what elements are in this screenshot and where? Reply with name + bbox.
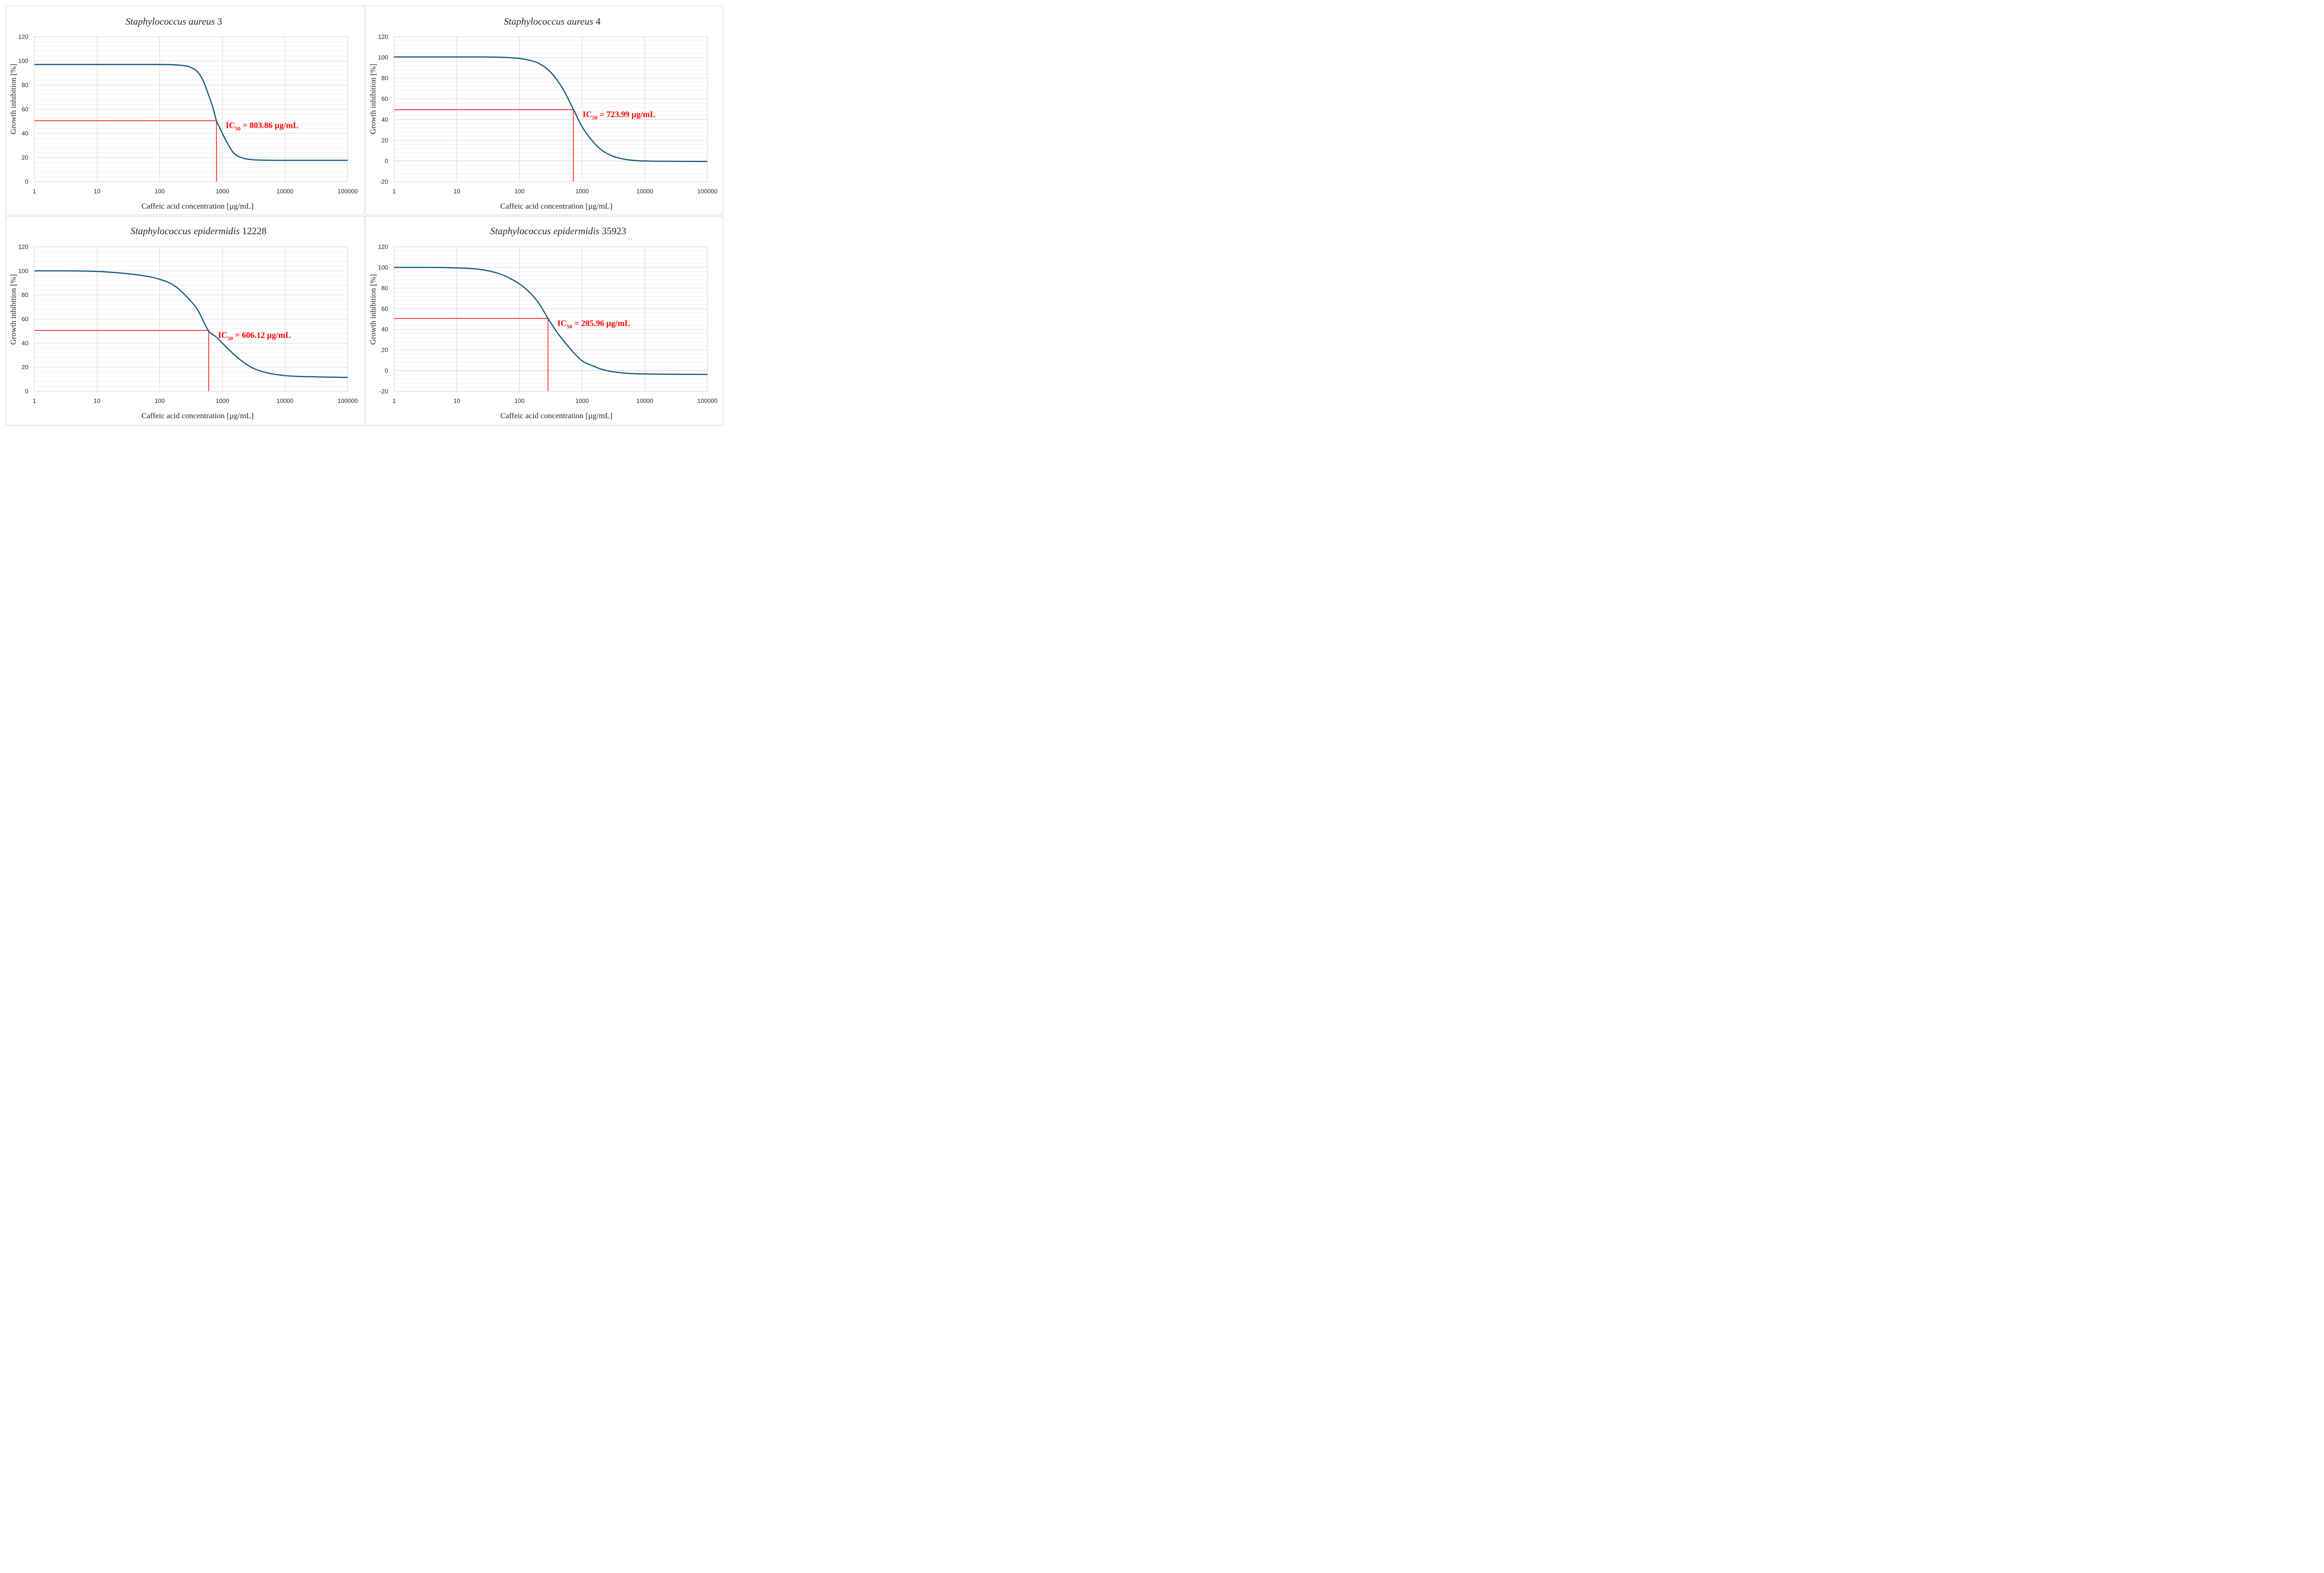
y-tick-label: 20 [22, 154, 28, 161]
y-tick-label: 60 [22, 106, 28, 113]
x-tick-label: 10 [94, 397, 100, 404]
plot-border [394, 246, 708, 392]
x-tick-label: 10000 [636, 397, 653, 404]
x-tick-label: 10 [454, 188, 460, 195]
y-tick-label: 120 [18, 244, 28, 250]
y-axis-label: Growth inhibition [%] [369, 274, 377, 345]
ic50-reference-line [34, 120, 217, 182]
series-line [394, 56, 708, 162]
x-tick-label: 1 [33, 397, 36, 404]
x-tick-label: 10 [94, 188, 100, 195]
ic50-label: IC50 = 285.96 µg/mL [557, 318, 630, 329]
x-tick-label: 100000 [697, 397, 717, 404]
plot-border [394, 36, 708, 182]
y-tick-label: 20 [382, 347, 388, 354]
x-tick-label: 1000 [216, 188, 229, 195]
x-tick-label: 1000 [575, 397, 589, 404]
x-tick-label: 1000 [216, 397, 229, 404]
chart-title: Staphylococcus aureus 3 [125, 16, 222, 27]
ic50-label: IC50 = 606.12 µg/mL [218, 330, 291, 342]
y-tick-label: 0 [25, 178, 28, 185]
chart-svg-1: Staphylococcus aureus 3 0 20 40 60 80 100 120 1… [9, 16, 358, 211]
y-tick-label: 100 [378, 264, 388, 271]
chart-svg-4: Staphylococcus epidermidis 35923 -20 0 20 4… [369, 225, 718, 420]
y-tick-label: 20 [382, 137, 388, 144]
y-tick-label: 100 [378, 54, 388, 61]
x-axis-label: Caffeic acid concentration [µg/mL] [141, 202, 253, 211]
y-tick-label: 100 [18, 58, 28, 65]
y-tick-label: 80 [382, 75, 388, 82]
chart-title: Staphylococcus aureus 4 [504, 16, 601, 27]
chart-panel-3: Staphylococcus epidermidis 12228 0 20 40 60… [6, 216, 364, 426]
chart-title: Staphylococcus epidermidis 35923 [490, 225, 627, 237]
y-tick-label: 80 [22, 291, 28, 298]
chart-svg-2: Staphylococcus aureus 4 -20 0 20 40 60 80 100 1… [369, 16, 718, 211]
x-tick-label: 1 [392, 188, 396, 195]
x-tick-label: 1 [33, 188, 36, 195]
ic50-reference-line [394, 109, 574, 182]
y-tick-label: 60 [382, 305, 388, 312]
y-tick-label: 80 [382, 284, 388, 291]
x-tick-label: 100 [155, 188, 165, 195]
y-tick-label: 120 [378, 244, 388, 250]
x-tick-label: 1 [392, 397, 396, 404]
plot-border [34, 246, 348, 392]
y-tick-label: 40 [382, 326, 388, 333]
x-tick-label: 100 [515, 188, 525, 195]
y-axis-label: Growth inhibition [%] [9, 274, 18, 345]
x-tick-label: 10 [454, 397, 460, 404]
y-tick-label: 40 [22, 130, 28, 137]
y-tick-label: 120 [378, 33, 388, 40]
y-tick-label: -20 [379, 178, 388, 185]
x-tick-label: 100000 [697, 188, 717, 195]
y-tick-label: 60 [382, 95, 388, 102]
y-tick-label: 120 [18, 33, 28, 40]
ic50-label: IC50 = 803.86 µg/mL [226, 121, 299, 132]
x-tick-label: 100 [515, 397, 525, 404]
x-axis-label: Caffeic acid concentration [µg/mL] [500, 411, 612, 420]
y-tick-label: 0 [25, 388, 28, 395]
y-tick-label: 100 [18, 267, 28, 274]
y-axis-label: Growth inhibition [%] [369, 64, 377, 134]
x-tick-label: 10000 [636, 188, 653, 195]
y-tick-label: 0 [385, 158, 388, 165]
chart-panel-1: Staphylococcus aureus 3 0 20 40 60 80 100 120 1… [6, 6, 364, 215]
y-axis-label: Growth inhibition [%] [9, 64, 18, 134]
ic50-reference-line [34, 330, 209, 391]
y-tick-label: -20 [379, 388, 388, 395]
chart-svg-3: Staphylococcus epidermidis 12228 0 20 40 60… [9, 225, 358, 420]
series-line [394, 267, 708, 375]
x-tick-label: 1000 [575, 188, 589, 195]
chart-panel-2: Staphylococcus aureus 4 -20 0 20 40 60 80 100 1… [365, 6, 723, 215]
x-tick-label: 100000 [337, 397, 357, 404]
plot-border [34, 36, 348, 182]
x-axis-label: Caffeic acid concentration [µg/mL] [141, 411, 253, 420]
y-tick-label: 0 [385, 367, 388, 374]
y-tick-label: 40 [22, 340, 28, 347]
y-tick-label: 60 [22, 316, 28, 322]
x-axis-label: Caffeic acid concentration [µg/mL] [500, 202, 612, 211]
series-line [34, 64, 348, 161]
x-tick-label: 100 [155, 397, 165, 404]
y-tick-label: 40 [382, 116, 388, 123]
y-tick-label: 80 [22, 82, 28, 89]
x-tick-label: 100000 [337, 188, 357, 195]
x-tick-label: 10000 [277, 397, 293, 404]
ic50-label: IC50 = 723.99 µg/mL [582, 110, 655, 121]
chart-title: Staphylococcus epidermidis 12228 [131, 225, 267, 237]
series-line [34, 270, 348, 378]
x-tick-label: 10000 [277, 188, 293, 195]
y-tick-label: 20 [22, 364, 28, 371]
chart-panel-4: Staphylococcus epidermidis 35923 -20 0 20 4… [365, 216, 723, 426]
